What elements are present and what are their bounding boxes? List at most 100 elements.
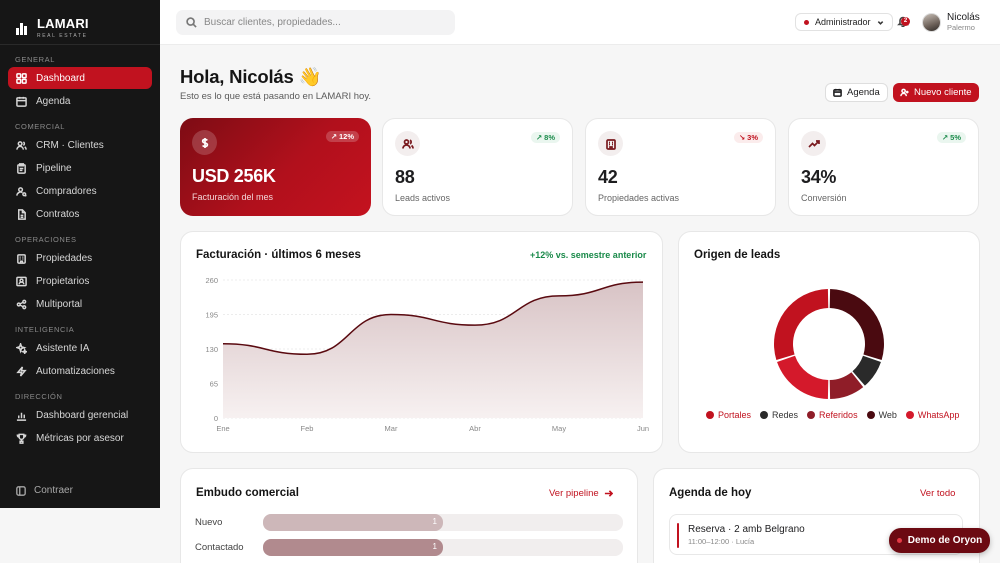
id-card-icon [16, 276, 27, 286]
sidebar-item-métricas-por-asesor[interactable]: Métricas por asesor [8, 427, 152, 449]
sidebar-item-propiedades[interactable]: Propiedades [8, 247, 152, 269]
legend-label: Referidos [819, 410, 858, 420]
share-icon [16, 299, 27, 309]
legend-swatch [760, 411, 769, 419]
legend-swatch [905, 411, 914, 419]
sidebar-item-crm-clientes[interactable]: CRM · Clientes [8, 134, 152, 156]
kpi-card-revenue[interactable]: ↗ 12% USD 256K Facturación del mes [180, 118, 371, 216]
kpi-delta: ↗ 8% [530, 132, 560, 143]
user-plus-icon [900, 88, 909, 97]
legend-item-web[interactable]: Web [866, 410, 897, 420]
donut-slice-whatsapp[interactable] [777, 355, 829, 399]
kpi-delta-value: 5% [950, 133, 961, 142]
sidebar-item-dashboard-gerencial[interactable]: Dashboard gerencial [8, 404, 152, 426]
users-icon [395, 131, 420, 156]
sidebar-item-label: Pipeline [36, 162, 72, 174]
donut-slice-redes[interactable] [852, 355, 881, 386]
kpi-label: Facturación del mes [192, 192, 274, 202]
x-tick-label: Mar [385, 424, 398, 433]
kpi-value: 42 [598, 167, 618, 187]
search-input[interactable] [204, 17, 444, 28]
sidebar-item-dashboard[interactable]: Dashboard [8, 67, 152, 89]
legend-item-referidos[interactable]: Referidos [807, 410, 858, 420]
role-selector[interactable]: Administrador [795, 13, 893, 31]
notifications-button[interactable]: 2 [897, 14, 911, 28]
nav-section-title: COMERCIAL [15, 122, 65, 131]
legend-label: Redes [772, 410, 799, 420]
nav-section-title: INTELIGENCIA [15, 325, 75, 334]
donut-slice-portales[interactable] [774, 289, 829, 360]
clipboard-icon [17, 162, 26, 174]
leads-origin-donut [774, 289, 884, 399]
page-title: Hola, Nicolás 👋 [180, 66, 322, 87]
y-tick-label: 0 [214, 414, 218, 423]
bar-chart-icon [16, 412, 27, 421]
kpi-card-leads[interactable]: ↗ 8% 88 Leads activos [382, 118, 573, 216]
user-location: Palermo [947, 23, 975, 32]
sidebar-item-asistente-ia[interactable]: Asistente IA [8, 337, 152, 359]
collapse-label: Contraer [34, 485, 73, 496]
building-icon [17, 253, 26, 264]
revenue-chart-title: Facturación · últimos 6 meses [196, 249, 361, 261]
donut-slice-referidos[interactable] [829, 372, 864, 399]
y-tick-label: 65 [210, 380, 218, 389]
legend-item-redes[interactable]: Redes [760, 410, 798, 420]
sidebar-item-label: CRM · Clientes [36, 139, 104, 151]
funnel-title: Embudo comercial [196, 487, 299, 499]
funnel-row[interactable]: Nuevo 1 [195, 514, 623, 531]
x-tick-label: Feb [301, 424, 314, 433]
sidebar: LAMARI REAL ESTATE GENERAL Dashboard Agend… [0, 0, 160, 508]
area-fill [223, 282, 643, 418]
dollar-icon [192, 130, 217, 155]
legend-swatch [807, 411, 816, 419]
kpi-delta: ↗ 5% [936, 132, 966, 143]
new-client-button[interactable]: Nuevo cliente [893, 83, 979, 102]
kpi-card-conversion[interactable]: ↗ 5% 34% Conversión [788, 118, 979, 216]
nav-section-title: DIRECCIÓN [15, 392, 63, 401]
y-tick-label: 195 [205, 311, 218, 320]
sidebar-item-agenda[interactable]: Agenda [8, 90, 152, 112]
kpi-value: 34% [801, 167, 837, 187]
donut-slice-web[interactable] [829, 289, 884, 360]
sidebar-item-pipeline[interactable]: Pipeline [8, 157, 152, 179]
kpi-label: Leads activos [395, 193, 451, 203]
collapse-icon [16, 485, 26, 496]
arrow-right-icon [604, 490, 613, 497]
sidebar-item-automatizaciones[interactable]: Automatizaciones [8, 360, 152, 382]
collapse-button[interactable]: Contraer [16, 485, 73, 496]
sidebar-item-multiportal[interactable]: Multiportal [8, 293, 152, 315]
brand[interactable]: LAMARI REAL ESTATE [0, 0, 160, 44]
kpi-card-properties[interactable]: ↘ 3% 42 Propiedades activas [585, 118, 776, 216]
search-box[interactable] [176, 10, 455, 35]
legend-item-portales[interactable]: Portales [706, 410, 751, 420]
leads-origin-title: Origen de leads [694, 249, 781, 261]
demo-dot [896, 538, 902, 543]
x-tick-label: Abr [469, 424, 481, 433]
user-menu[interactable]: Nicolás Palermo [922, 12, 980, 32]
view-all-link[interactable]: Ver todo [920, 488, 955, 499]
kpi-value: USD 256K [192, 166, 276, 186]
view-pipeline-link[interactable]: Ver pipeline [549, 488, 613, 499]
sidebar-item-compradores[interactable]: Compradores [8, 180, 152, 202]
funnel-row-value: 1 [432, 542, 437, 551]
funnel-row-label: Contactado [195, 542, 244, 553]
brand-subtitle: REAL ESTATE [37, 32, 88, 39]
kpi-delta: ↗ 12% [325, 131, 359, 142]
x-tick-label: May [552, 424, 566, 433]
kpi-delta-value: 3% [747, 133, 758, 142]
agenda-button[interactable]: Agenda [825, 83, 888, 102]
funnel-row-label: Nuevo [195, 517, 223, 528]
legend-item-whatsapp[interactable]: WhatsApp [905, 410, 959, 420]
sidebar-divider [0, 44, 160, 45]
sidebar-item-contratos[interactable]: Contratos [8, 203, 152, 225]
demo-button[interactable]: Demo de Oryon [889, 528, 990, 553]
series-line [222, 281, 644, 356]
funnel-row[interactable]: Contactado 1 [195, 539, 623, 556]
kpi-label: Conversión [801, 193, 847, 203]
sidebar-item-propietarios[interactable]: Propietarios [8, 270, 152, 292]
sidebar-item-label: Dashboard [36, 72, 85, 84]
role-label: Administrador [815, 17, 871, 27]
brand-name: LAMARI [37, 15, 89, 31]
leads-origin-card [678, 231, 980, 453]
notification-badge: 2 [901, 17, 910, 26]
